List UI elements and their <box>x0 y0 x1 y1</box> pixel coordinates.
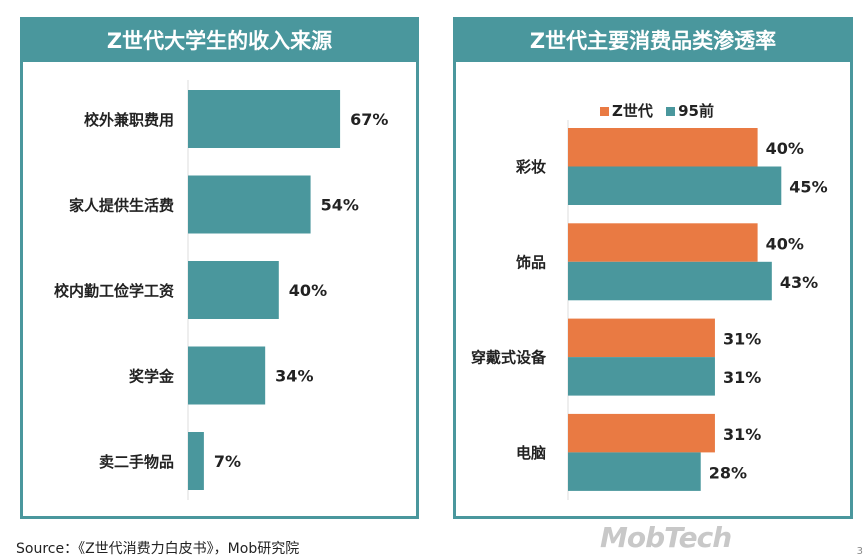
category-label: 校外兼职费用 <box>84 111 174 129</box>
category-label: 彩妆 <box>515 158 546 176</box>
data-label: 31% <box>723 330 761 349</box>
bar <box>568 452 701 491</box>
legend-swatch-zgen <box>600 107 609 116</box>
category-label: 家人提供生活费 <box>69 197 174 215</box>
data-label: 43% <box>780 273 818 292</box>
data-label: 40% <box>289 281 327 300</box>
data-label: 28% <box>709 463 747 482</box>
data-label: 7% <box>214 452 241 471</box>
consumption-chart-title: Z世代主要消费品类渗透率 <box>456 20 850 62</box>
category-label: 电脑 <box>516 444 546 462</box>
legend: Z世代 95前 <box>456 100 850 121</box>
data-label: 40% <box>766 139 804 158</box>
source-note: Source：《Z世代消费力白皮书》，Mob研究院 <box>16 541 300 557</box>
bar <box>568 223 758 262</box>
bar <box>568 318 715 358</box>
data-label: 45% <box>789 178 827 197</box>
bar <box>568 261 772 301</box>
bar <box>188 261 279 319</box>
bar <box>568 128 758 167</box>
bar <box>568 357 715 396</box>
legend-label-zgen: Z世代 <box>612 102 653 120</box>
bar <box>188 175 311 234</box>
category-label: 奖学金 <box>129 368 175 386</box>
watermark: MobTech <box>600 521 732 554</box>
bar <box>568 166 782 205</box>
category-label: 饰品 <box>516 253 546 271</box>
data-label: 54% <box>321 196 359 215</box>
data-label: 34% <box>275 367 313 386</box>
data-label: 31% <box>723 368 761 387</box>
income-chart-title: Z世代大学生的收入来源 <box>23 20 416 62</box>
bar <box>188 346 266 405</box>
category-label: 校内勤工俭学工资 <box>54 282 174 300</box>
category-label: 穿戴式设备 <box>471 349 547 367</box>
page-number: 3 <box>856 546 863 557</box>
bar <box>188 90 341 148</box>
data-label: 31% <box>723 425 761 444</box>
legend-swatch-pre95 <box>666 107 676 116</box>
category-label: 卖二手物品 <box>99 453 174 471</box>
bar <box>568 413 715 453</box>
bar <box>188 432 204 490</box>
data-label: 40% <box>766 234 804 253</box>
data-label: 67% <box>350 110 388 129</box>
legend-label-pre95: 95前 <box>678 102 714 120</box>
